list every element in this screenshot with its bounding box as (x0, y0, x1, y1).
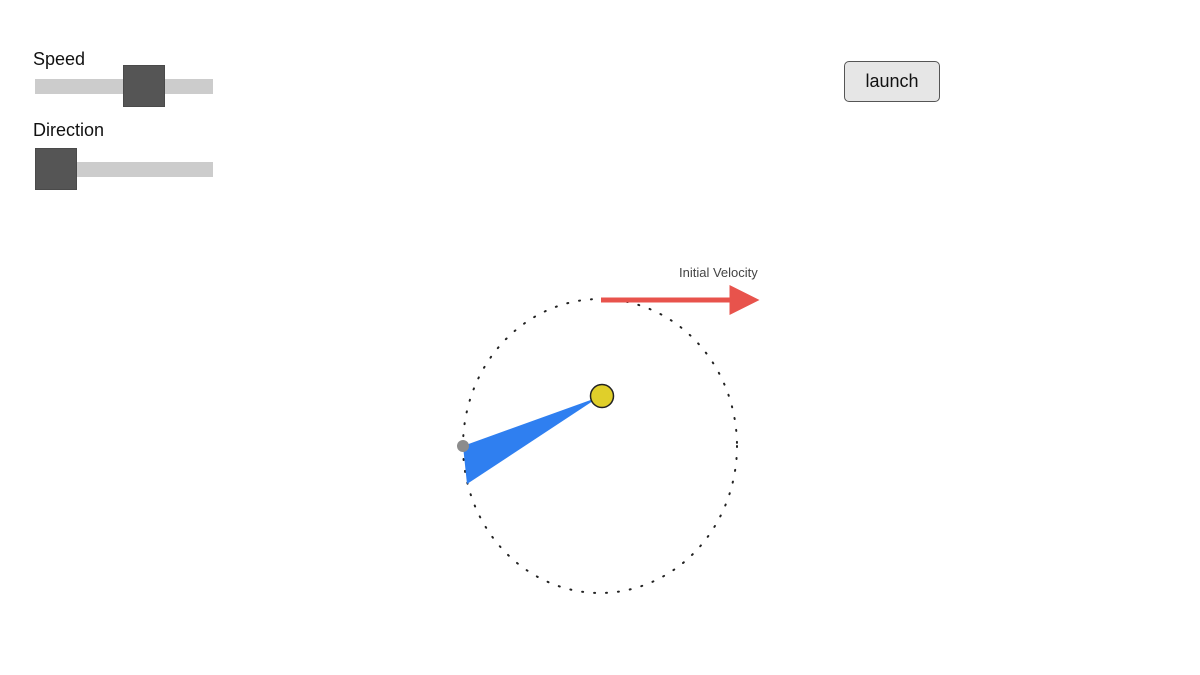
launch-button[interactable]: launch (844, 61, 940, 102)
direction-slider-track[interactable] (35, 162, 213, 177)
orbit-path (462, 298, 738, 594)
sun-marker (589, 383, 615, 409)
planet-marker (457, 440, 469, 452)
speed-label: Speed (33, 49, 86, 69)
swept-area-wedge (463, 397, 599, 484)
direction-label: Direction (33, 120, 105, 140)
velocity-label: Initial Velocity (679, 265, 758, 280)
direction-slider-thumb[interactable] (35, 148, 77, 190)
speed-slider-thumb[interactable] (123, 65, 165, 107)
